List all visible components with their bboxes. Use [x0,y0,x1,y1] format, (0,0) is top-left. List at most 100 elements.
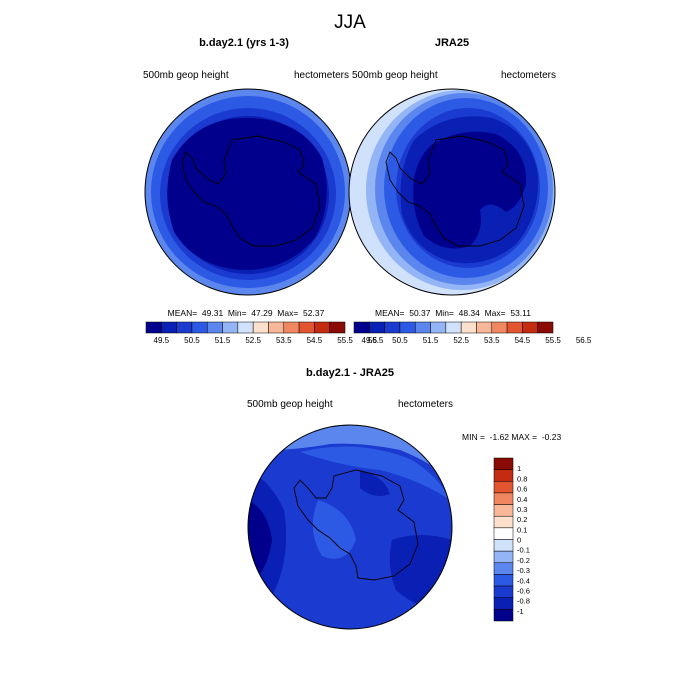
colorbar-swatch [491,321,508,334]
panel-obs-colorbar: 49.5 50.5 51.5 52.5 53.5 54.5 55.5 56.5 [353,321,592,345]
colorbar-tick-label: 50.5 [392,336,408,345]
colorbar-swatch [283,321,300,334]
colorbar-swatch [353,321,370,334]
colorbar-swatch [222,321,239,334]
colorbar-tick-label: -0.3 [517,566,530,575]
panel-obs-units-label: hectometers [501,70,556,81]
colorbar-tick-label: 0.8 [517,474,527,483]
colorbar-swatch [298,321,315,334]
panel-model-stats: MEAN= 49.31 Min= 47.29 Max= 52.37 [168,308,325,318]
panel-diff-map-border [247,424,453,630]
colorbar-swatch [493,504,514,517]
colorbar-swatch [145,321,162,334]
colorbar-tick-label: 0 [517,536,521,545]
colorbar-tick-label: -0.4 [517,576,530,585]
colorbar-tick-label: 54.5 [307,336,323,345]
colorbar-tick-label: -0.1 [517,546,530,555]
panel-diff-stats: MIN = -1.62 MAX = -0.23 [462,432,561,442]
contour-band [413,131,527,249]
colorbar-swatch [314,321,330,334]
contour-band [300,446,450,500]
colorbar-tick-label: 1 [517,464,521,473]
panel-obs-map [349,89,555,295]
colorbar-tick-label: 53.5 [276,336,292,345]
colorbar-swatch [430,321,447,334]
colorbar-tick-label: -0.6 [517,586,530,595]
colorbar-swatch [237,321,254,334]
antarctica-coastline [181,135,321,247]
contour-band [167,118,327,270]
colorbar-swatch [384,321,401,334]
colorbar-swatch [493,597,514,610]
colorbar-tick-label: -0.8 [517,597,530,606]
colorbar-tick-label: 0.3 [517,505,527,514]
panel-obs: JRA25 500mb geop height hectometers MEAN… [348,37,592,345]
colorbar-tick-label: 51.5 [215,336,231,345]
colorbar-swatch [493,492,514,505]
colorbar-tick-label: -1 [517,607,524,616]
colorbar-tick-label: 0.1 [517,525,527,534]
panel-obs-stats: MEAN= 50.37 Min= 48.34 Max= 53.11 [375,308,531,318]
panel-model-map [145,89,351,295]
colorbar-tick-label: 50.5 [184,336,200,345]
contour-band [360,470,390,496]
colorbar-swatch [493,515,514,529]
colorbar-swatch [369,321,385,334]
colorbar-tick-label: 0.6 [517,485,527,494]
colorbar-swatch [252,321,269,334]
panel-model: b.day2.1 (yrs 1-3) 500mb geop height hec… [143,37,384,345]
panel-model-title: b.day2.1 (yrs 1-3) [199,37,289,49]
colorbar-swatch [493,609,514,622]
colorbar-tick-label: 56.5 [576,336,592,345]
colorbar-swatch [191,321,208,334]
colorbar-swatch [493,562,514,575]
colorbar-tick-label: 51.5 [423,336,439,345]
panel-diff-colorbar: 10.8 0.60.40.30.20.1 0-0.1-0.2-0.3-0.4-0.6… [493,457,530,622]
panel-obs-variable-label: 500mb geop height [352,70,438,81]
colorbar-swatch [206,321,223,334]
colorbar-tick-label: 55.5 [545,336,561,345]
colorbar-tick-label: 49.5 [154,336,170,345]
panel-model-units-label: hectometers [294,70,349,81]
colorbar-swatch [161,321,177,334]
colorbar-swatch [522,321,538,334]
panel-diff-map [248,425,452,629]
colorbar-tick-label: -0.2 [517,556,530,565]
colorbar-swatch [537,321,554,334]
panel-diff: b.day2.1 - JRA25 500mb geop height hecto… [247,367,561,630]
panel-diff-title: b.day2.1 - JRA25 [306,367,394,379]
panel-obs-map-border [348,88,556,296]
antarctica-coastline [293,469,419,581]
panel-diff-variable-label: 500mb geop height [247,399,333,410]
colorbar-swatch [493,585,514,598]
colorbar-tick-label: 56.5 [368,336,384,345]
colorbar-swatch [414,321,431,334]
colorbar-tick-label: 52.5 [245,336,261,345]
colorbar-tick-label: 52.5 [453,336,469,345]
colorbar-swatch [476,321,493,334]
panel-diff-units-label: hectometers [398,399,453,410]
colorbar-swatch [329,321,346,334]
colorbar-swatch [493,574,514,587]
colorbar-tick-label: 54.5 [515,336,531,345]
colorbar-swatch [176,321,193,334]
panel-obs-title: JRA25 [435,37,469,49]
colorbar-swatch [399,321,416,334]
colorbar-swatch [493,481,514,494]
colorbar-tick-label: 49.5 [362,336,378,345]
colorbar-tick-label: 0.2 [517,515,527,524]
colorbar-swatch [493,527,514,540]
colorbar-swatch [460,321,477,334]
contour-band [312,500,356,559]
panel-model-colorbar: 49.5 50.5 51.5 52.5 53.5 54.5 55.5 56.5 [145,321,384,345]
colorbar-swatch [493,457,514,470]
colorbar-swatch [268,321,285,334]
figure-title: JJA [334,12,366,33]
colorbar-swatch [493,469,514,482]
colorbar-tick-label: 53.5 [484,336,500,345]
colorbar-swatch [493,550,514,564]
colorbar-swatch [493,539,514,552]
colorbar-swatch [445,321,462,334]
panel-model-variable-label: 500mb geop height [143,70,229,81]
